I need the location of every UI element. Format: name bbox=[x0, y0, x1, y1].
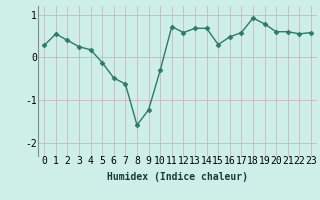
X-axis label: Humidex (Indice chaleur): Humidex (Indice chaleur) bbox=[107, 172, 248, 182]
